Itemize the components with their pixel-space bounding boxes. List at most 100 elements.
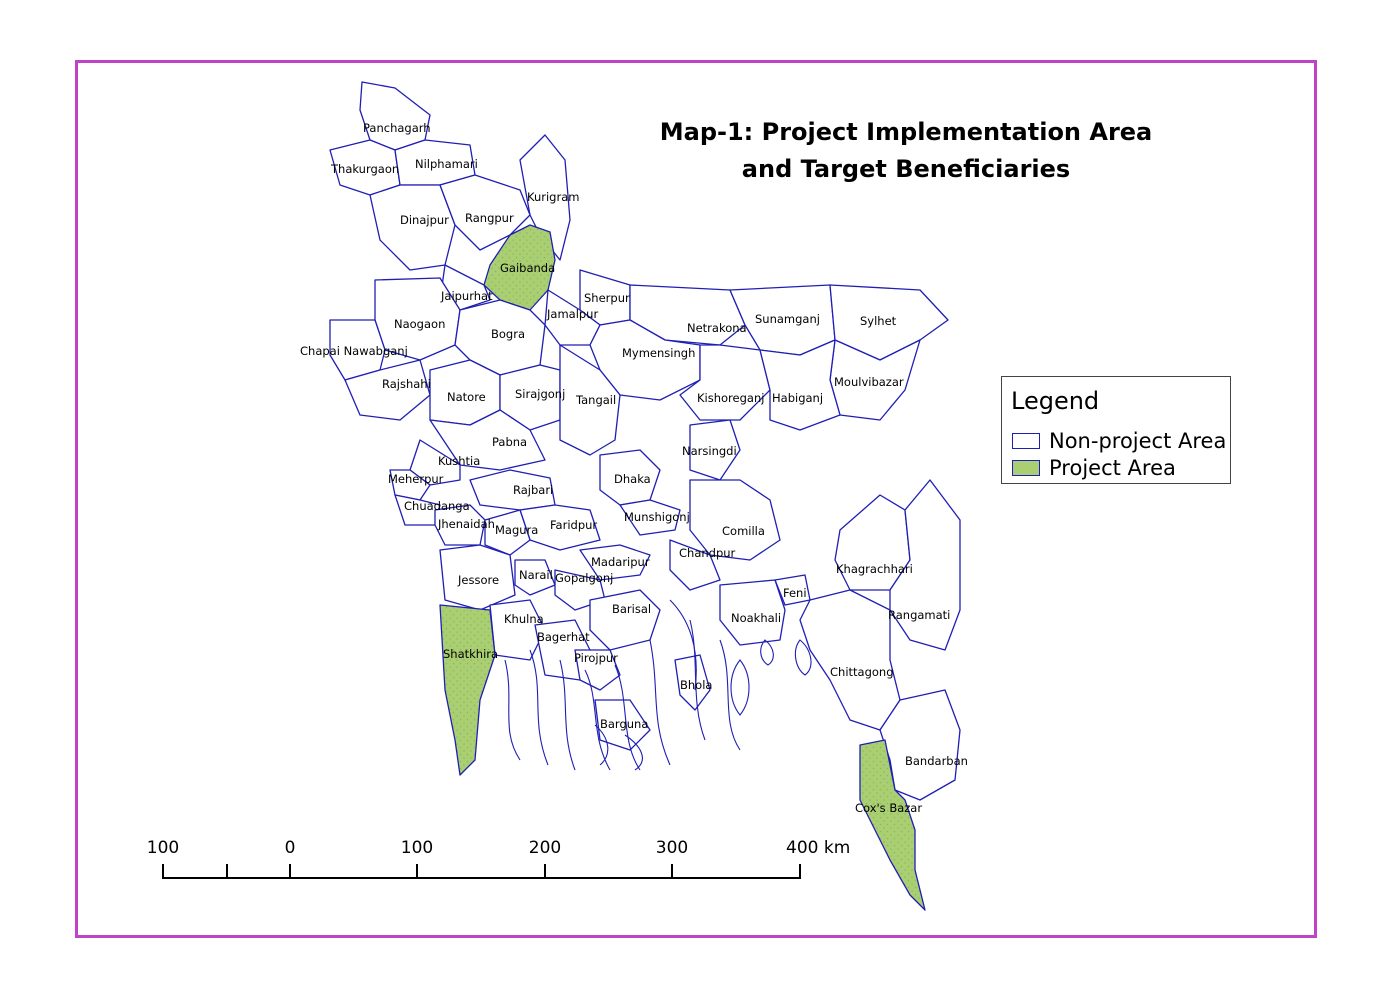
- legend-label: Non-project Area: [1049, 429, 1227, 453]
- district-label-faridpur: Faridpur: [550, 518, 597, 532]
- district-label-gopalgonj: Gopalgonj: [555, 571, 613, 585]
- district-label-moulvibazar: Moulvibazar: [834, 375, 904, 389]
- district-label-khagrachhari: Khagrachhari: [836, 562, 913, 576]
- district-label-chittagong: Chittagong: [830, 665, 894, 679]
- district-label-bogra: Bogra: [491, 327, 525, 341]
- district-shatkhira: [439, 604, 496, 776]
- district-label-feni: Feni: [783, 586, 807, 600]
- legend-item-project: Project Area: [1012, 456, 1176, 480]
- map-title-line2: and Target Beneficiaries: [741, 155, 1071, 183]
- district-label-meherpur: Meherpur: [388, 472, 444, 486]
- district-noakhali: [719, 579, 786, 646]
- district-label-rajbari: Rajbari: [513, 483, 553, 497]
- district-label-jhenaidah: Jhenaidah: [437, 517, 495, 531]
- district-tangail: [559, 344, 621, 456]
- district-label-gaibanda: Gaibanda: [500, 261, 555, 275]
- legend-title: Legend: [1011, 387, 1100, 415]
- scale-tick-label: 200: [529, 838, 561, 858]
- district-kishoreganj: [679, 344, 771, 421]
- district-label-madaripur: Madaripur: [591, 555, 650, 569]
- district-magura: [484, 509, 531, 556]
- district-label-sylhet: Sylhet: [860, 314, 897, 328]
- district-habiganj: [759, 339, 841, 431]
- legend-item-non-project: Non-project Area: [1012, 429, 1227, 453]
- district-labels: Panchagarh Thakurgaon Nilphamari Kurigram Di…: [300, 121, 968, 815]
- district-label-jessore: Jessore: [457, 573, 499, 587]
- district-label-thakurgaon: Thakurgaon: [330, 162, 399, 176]
- district-label-kurigram: Kurigram: [527, 190, 579, 204]
- scale-tick-label: 100: [147, 838, 179, 858]
- district-label-naogaon: Naogaon: [394, 317, 445, 331]
- district-label-habiganj: Habiganj: [772, 391, 823, 405]
- district-jessore: [439, 544, 516, 611]
- district-mymensingh: [589, 319, 701, 401]
- district-label-rangamati: Rangamati: [888, 608, 950, 622]
- legend-swatch-project: [1012, 460, 1040, 476]
- district-kurigram: [519, 134, 571, 261]
- district-gaibanda: [483, 224, 556, 311]
- district-label-kishoreganj: Kishoreganj: [697, 391, 764, 405]
- scale-bar: 100 0 100 200 300 400 km: [147, 838, 850, 879]
- scale-tick-label: 300: [656, 838, 688, 858]
- district-label-tangail: Tangail: [575, 393, 616, 407]
- district-label-kushtia: Kushtia: [438, 454, 480, 468]
- district-label-chandpur: Chandpur: [679, 546, 736, 560]
- district-label-narsingdi: Narsingdi: [682, 444, 737, 458]
- scale-tick-label: 400 km: [786, 838, 850, 858]
- scale-tick-label: 100: [401, 838, 433, 858]
- district-narail: [514, 559, 556, 596]
- district-label-munshigonj: Munshigonj: [624, 510, 690, 524]
- legend-label: Project Area: [1049, 456, 1176, 480]
- district-pirojpur: [574, 649, 621, 691]
- district-cox-s-bazar: [859, 739, 926, 911]
- districts-layer: [329, 81, 961, 911]
- district-barisal: [589, 589, 661, 651]
- district-label-dhaka: Dhaka: [614, 472, 651, 486]
- district-label-bagerhat: Bagerhat: [537, 630, 590, 644]
- district-label-nilphamari: Nilphamari: [415, 157, 478, 171]
- district-label-rajshahi: Rajshahi: [382, 377, 431, 391]
- district-label-sirajgonj: Sirajgonj: [515, 387, 565, 401]
- district-label-magura: Magura: [495, 523, 538, 537]
- district-bandarban: [879, 689, 961, 801]
- district-label-sherpur: Sherpur: [584, 291, 630, 305]
- district-dinajpur: [369, 184, 456, 271]
- district-label-mymensingh: Mymensingh: [622, 346, 695, 360]
- district-label-chapai-nawabganj: Chapai Nawabganj: [300, 344, 408, 358]
- district-label-panchagarh: Panchagarh: [363, 121, 431, 135]
- district-label-sunamganj: Sunamganj: [755, 312, 820, 326]
- district-label-bhola: Bhola: [680, 678, 712, 692]
- district-barguna: [594, 699, 651, 751]
- district-chandpur: [669, 539, 721, 591]
- district-label-rangpur: Rangpur: [465, 211, 514, 225]
- district-label-jaipurhat: Jaipurhat: [440, 289, 493, 303]
- district-label-comilla: Comilla: [722, 524, 765, 538]
- district-label-pabna: Pabna: [492, 435, 527, 449]
- legend-swatch-non-project: [1012, 433, 1040, 449]
- district-label-natore: Natore: [447, 390, 486, 404]
- district-label-bandarban: Bandarban: [905, 754, 968, 768]
- district-kushtia: [409, 439, 461, 486]
- district-label-jamalpur: Jamalpur: [546, 307, 598, 321]
- district-label-netrakona: Netrakona: [687, 321, 747, 335]
- district-label-barisal: Barisal: [612, 602, 651, 616]
- district-label-shatkhira: Shatkhira: [443, 647, 498, 661]
- district-rangamati: [889, 479, 961, 651]
- district-chittagong: [799, 589, 901, 731]
- coastal-islands: [504, 599, 812, 771]
- district-narsingdi: [689, 419, 741, 481]
- district-pabna: [429, 409, 546, 471]
- map-title-line1: Map-1: Project Implementation Area: [659, 118, 1153, 146]
- scale-tick-label: 0: [285, 838, 296, 858]
- district-label-khulna: Khulna: [504, 612, 544, 626]
- district-label-chuadanga: Chuadanga: [404, 499, 470, 513]
- district-label-pirojpur: Pirojpur: [574, 651, 618, 665]
- district-rangpur: [439, 174, 531, 251]
- district-label-barguna: Barguna: [600, 717, 648, 731]
- district-munshigonj: [619, 499, 681, 536]
- district-comilla: [689, 479, 781, 561]
- district-label-cox-s-bazar: Cox's Bazar: [855, 801, 922, 815]
- legend: Legend Non-project Area Project Area: [1001, 376, 1231, 484]
- district-label-narail: Narail: [519, 568, 553, 582]
